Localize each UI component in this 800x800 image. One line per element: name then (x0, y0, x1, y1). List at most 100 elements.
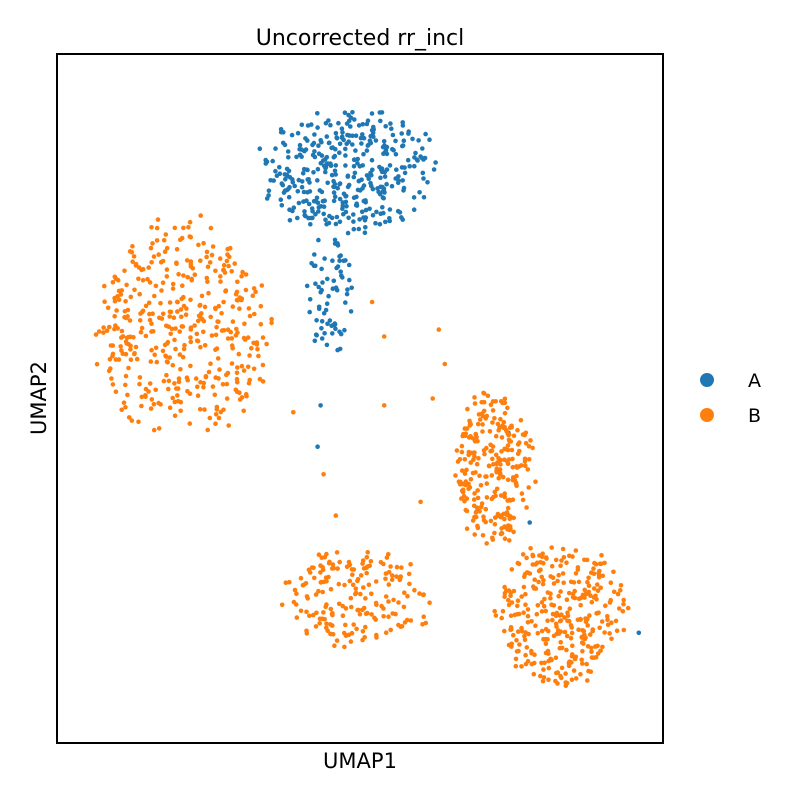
data-point-B (206, 290, 211, 296)
data-point-B (462, 426, 468, 431)
data-point-A (312, 338, 318, 344)
data-point-A (321, 311, 327, 316)
data-point-B (481, 518, 487, 523)
data-point-A (304, 283, 310, 289)
data-point-B (470, 436, 476, 441)
data-point-A (284, 187, 290, 193)
data-point-A (318, 289, 324, 295)
data-point-B (156, 252, 161, 257)
data-point-B (589, 649, 594, 655)
data-point-B (188, 325, 194, 331)
data-point-A (330, 331, 335, 336)
data-point-B (155, 217, 161, 222)
data-point-B (167, 314, 172, 319)
data-point-B (234, 376, 240, 382)
data-point-B (102, 299, 107, 305)
data-point-B (524, 505, 529, 510)
data-point-B (580, 628, 585, 633)
data-point-B (356, 607, 361, 613)
data-point-B (254, 342, 260, 347)
data-point-B (151, 254, 157, 259)
data-point-B (519, 463, 524, 468)
data-point-B (515, 560, 521, 566)
data-point-B (147, 317, 153, 323)
data-point-B (354, 626, 359, 632)
data-point-B (128, 294, 134, 300)
data-point-B (459, 449, 465, 455)
data-point-B (201, 380, 207, 386)
data-point-A (331, 190, 337, 195)
data-point-B (472, 450, 477, 455)
data-point-A (338, 253, 344, 258)
data-point-B (573, 676, 579, 681)
data-point-A (369, 128, 375, 133)
data-point-B (494, 466, 500, 471)
data-point-B (145, 276, 150, 282)
data-point-B (502, 536, 508, 541)
data-point-B (151, 401, 157, 407)
data-point-B (570, 643, 575, 649)
data-point-A (315, 178, 320, 183)
data-point-A (307, 309, 313, 315)
data-point-B (260, 362, 266, 368)
data-point-A (364, 148, 370, 153)
data-point-B (546, 658, 551, 664)
data-point-A (350, 110, 355, 115)
data-point-B (146, 300, 152, 306)
data-point-B (181, 294, 186, 300)
data-point-B (546, 665, 552, 671)
data-point-B (480, 429, 485, 434)
data-point-A (324, 342, 330, 348)
data-point-B (150, 241, 155, 246)
data-point-B (324, 621, 329, 627)
data-point-B (580, 592, 586, 598)
data-point-A (390, 132, 396, 138)
data-point-B (139, 325, 145, 331)
data-point-A (337, 196, 343, 202)
data-point-B (517, 642, 522, 647)
data-point-A (350, 142, 355, 147)
data-point-B (476, 456, 481, 461)
data-point-B (313, 592, 319, 597)
data-point-B (396, 600, 401, 605)
data-point-B (140, 308, 146, 314)
data-point-A (416, 138, 421, 143)
data-point-B (112, 314, 117, 319)
data-point-B (170, 281, 176, 287)
data-point-A (312, 132, 317, 137)
data-point-A (316, 209, 321, 214)
data-point-B (563, 671, 568, 676)
data-point-A (278, 197, 284, 202)
data-point-A (319, 139, 324, 145)
data-point-A (333, 146, 338, 152)
data-point-B (373, 617, 379, 622)
data-point-B (324, 579, 329, 584)
data-point-B (505, 526, 510, 532)
legend-marker-B (700, 408, 714, 422)
data-point-B (113, 323, 118, 328)
data-point-B (553, 678, 558, 684)
data-point-B (180, 354, 186, 360)
data-point-B (593, 655, 599, 660)
data-point-B (471, 497, 477, 502)
data-point-B (463, 431, 469, 437)
data-point-A (345, 184, 351, 190)
data-point-B (517, 440, 522, 445)
data-point-B (621, 601, 626, 607)
data-point-A (295, 130, 301, 136)
data-point-B (298, 575, 304, 581)
data-point-B (486, 463, 492, 469)
data-point-B (523, 630, 528, 635)
data-point-B (518, 417, 524, 423)
data-point-B (556, 593, 561, 599)
data-point-A (346, 118, 352, 124)
data-point-A (302, 209, 307, 214)
data-point-A (378, 175, 383, 181)
data-point-A (313, 281, 318, 287)
y-axis-label: UMAP2 (27, 361, 51, 435)
data-point-B (490, 408, 496, 413)
data-point-B (197, 407, 203, 412)
data-point-B (125, 392, 130, 398)
data-point-B (484, 481, 490, 486)
data-point-B (499, 449, 504, 454)
